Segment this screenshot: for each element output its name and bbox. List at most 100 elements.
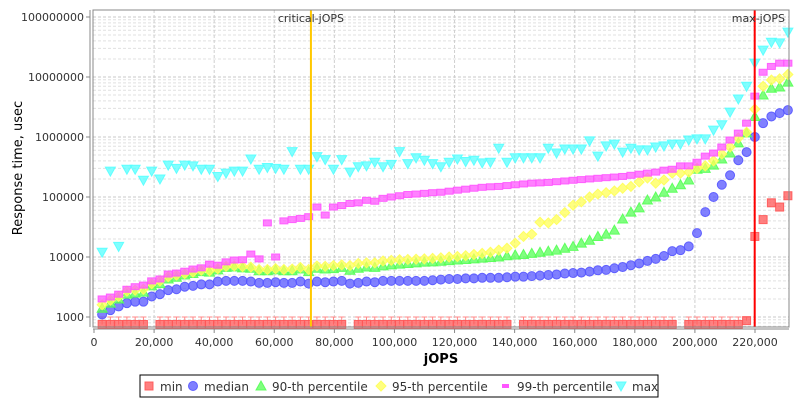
data-point bbox=[254, 277, 265, 288]
data-point bbox=[510, 181, 520, 189]
data-point bbox=[410, 253, 422, 265]
data-point bbox=[782, 27, 794, 39]
data-point bbox=[319, 260, 331, 273]
data-point bbox=[295, 214, 305, 222]
data-point bbox=[129, 164, 142, 176]
data-point bbox=[402, 253, 414, 266]
axes: 0 20,000 40,000 60,000 80,000 100,000 120,000 1… bbox=[21, 10, 789, 349]
data-point bbox=[682, 173, 695, 185]
data-point bbox=[633, 145, 646, 156]
legend-swatch bbox=[375, 380, 387, 392]
data-point bbox=[634, 258, 645, 269]
data-point bbox=[568, 176, 578, 184]
legend-item: 99-th percentile bbox=[502, 380, 613, 394]
data-point bbox=[211, 171, 224, 183]
data-point bbox=[311, 276, 322, 287]
data-point bbox=[592, 230, 604, 241]
data-point bbox=[411, 190, 421, 198]
data-point bbox=[261, 263, 274, 276]
data-point bbox=[244, 154, 257, 166]
x-tick-label: 20,000 bbox=[135, 336, 174, 349]
data-point bbox=[171, 284, 182, 295]
data-point bbox=[336, 259, 348, 271]
data-point bbox=[426, 159, 439, 170]
data-point bbox=[344, 278, 355, 289]
data-point bbox=[535, 270, 546, 281]
data-point bbox=[782, 68, 794, 81]
data-point bbox=[163, 270, 173, 278]
data-point bbox=[294, 261, 307, 274]
legend: min median 90-th percentile 95-th percentil… bbox=[139, 374, 659, 398]
data-point bbox=[393, 254, 406, 266]
data-point bbox=[492, 143, 505, 155]
series-99-th-percentile bbox=[97, 59, 793, 303]
annotations: critical-jOPS max-jOPS bbox=[278, 10, 785, 327]
data-point bbox=[691, 134, 703, 145]
data-point bbox=[501, 272, 512, 283]
data-point bbox=[195, 164, 208, 176]
data-point bbox=[674, 139, 687, 151]
data-point bbox=[774, 108, 785, 119]
data-point bbox=[451, 250, 464, 263]
data-point bbox=[360, 161, 373, 172]
data-point bbox=[592, 265, 603, 276]
data-point bbox=[469, 184, 479, 192]
y-tick-label: 1000000 bbox=[35, 131, 84, 144]
data-point bbox=[658, 186, 670, 197]
data-point bbox=[328, 203, 338, 211]
legend-swatch bbox=[502, 384, 509, 388]
x-tick-label: 180,000 bbox=[612, 336, 658, 349]
data-point bbox=[205, 260, 215, 268]
data-point bbox=[394, 275, 405, 286]
data-point bbox=[287, 216, 297, 224]
data-point bbox=[501, 157, 513, 169]
data-point bbox=[526, 271, 537, 282]
data-point bbox=[352, 162, 365, 173]
data-point bbox=[444, 187, 454, 195]
data-point bbox=[353, 277, 364, 288]
data-point bbox=[667, 165, 677, 173]
data-point bbox=[560, 177, 570, 185]
data-point bbox=[493, 272, 504, 283]
data-point bbox=[773, 73, 786, 85]
data-point bbox=[114, 290, 124, 298]
data-point bbox=[494, 182, 504, 190]
data-point bbox=[559, 268, 570, 279]
data-point bbox=[385, 254, 398, 267]
data-point bbox=[402, 275, 413, 286]
data-point bbox=[459, 157, 472, 168]
data-point bbox=[758, 68, 768, 76]
data-point bbox=[651, 168, 661, 176]
data-point bbox=[667, 246, 678, 257]
data-point bbox=[154, 289, 165, 300]
data-point bbox=[138, 281, 148, 289]
data-marks bbox=[96, 27, 794, 329]
data-point bbox=[279, 217, 289, 225]
data-point bbox=[196, 264, 206, 272]
data-point bbox=[568, 268, 579, 279]
x-tick-label: 100,000 bbox=[372, 336, 418, 349]
data-point bbox=[320, 277, 331, 288]
data-point bbox=[509, 248, 522, 260]
legend-label: median bbox=[204, 380, 249, 394]
data-point bbox=[246, 250, 256, 258]
data-point bbox=[418, 155, 431, 167]
data-point bbox=[575, 196, 588, 208]
data-point bbox=[360, 257, 373, 269]
data-point bbox=[410, 153, 422, 164]
data-point bbox=[138, 296, 149, 307]
data-point bbox=[659, 166, 669, 174]
data-point bbox=[311, 152, 323, 163]
x-tick-label: 140,000 bbox=[492, 336, 538, 349]
data-point bbox=[393, 147, 406, 158]
data-point bbox=[386, 275, 397, 286]
data-point bbox=[576, 176, 586, 184]
data-point bbox=[426, 252, 439, 265]
data-point bbox=[170, 163, 183, 175]
data-point bbox=[641, 194, 654, 205]
x-tick-label: 80,000 bbox=[315, 336, 354, 349]
data-point bbox=[444, 273, 455, 284]
data-point bbox=[733, 129, 743, 137]
data-point bbox=[700, 152, 710, 160]
